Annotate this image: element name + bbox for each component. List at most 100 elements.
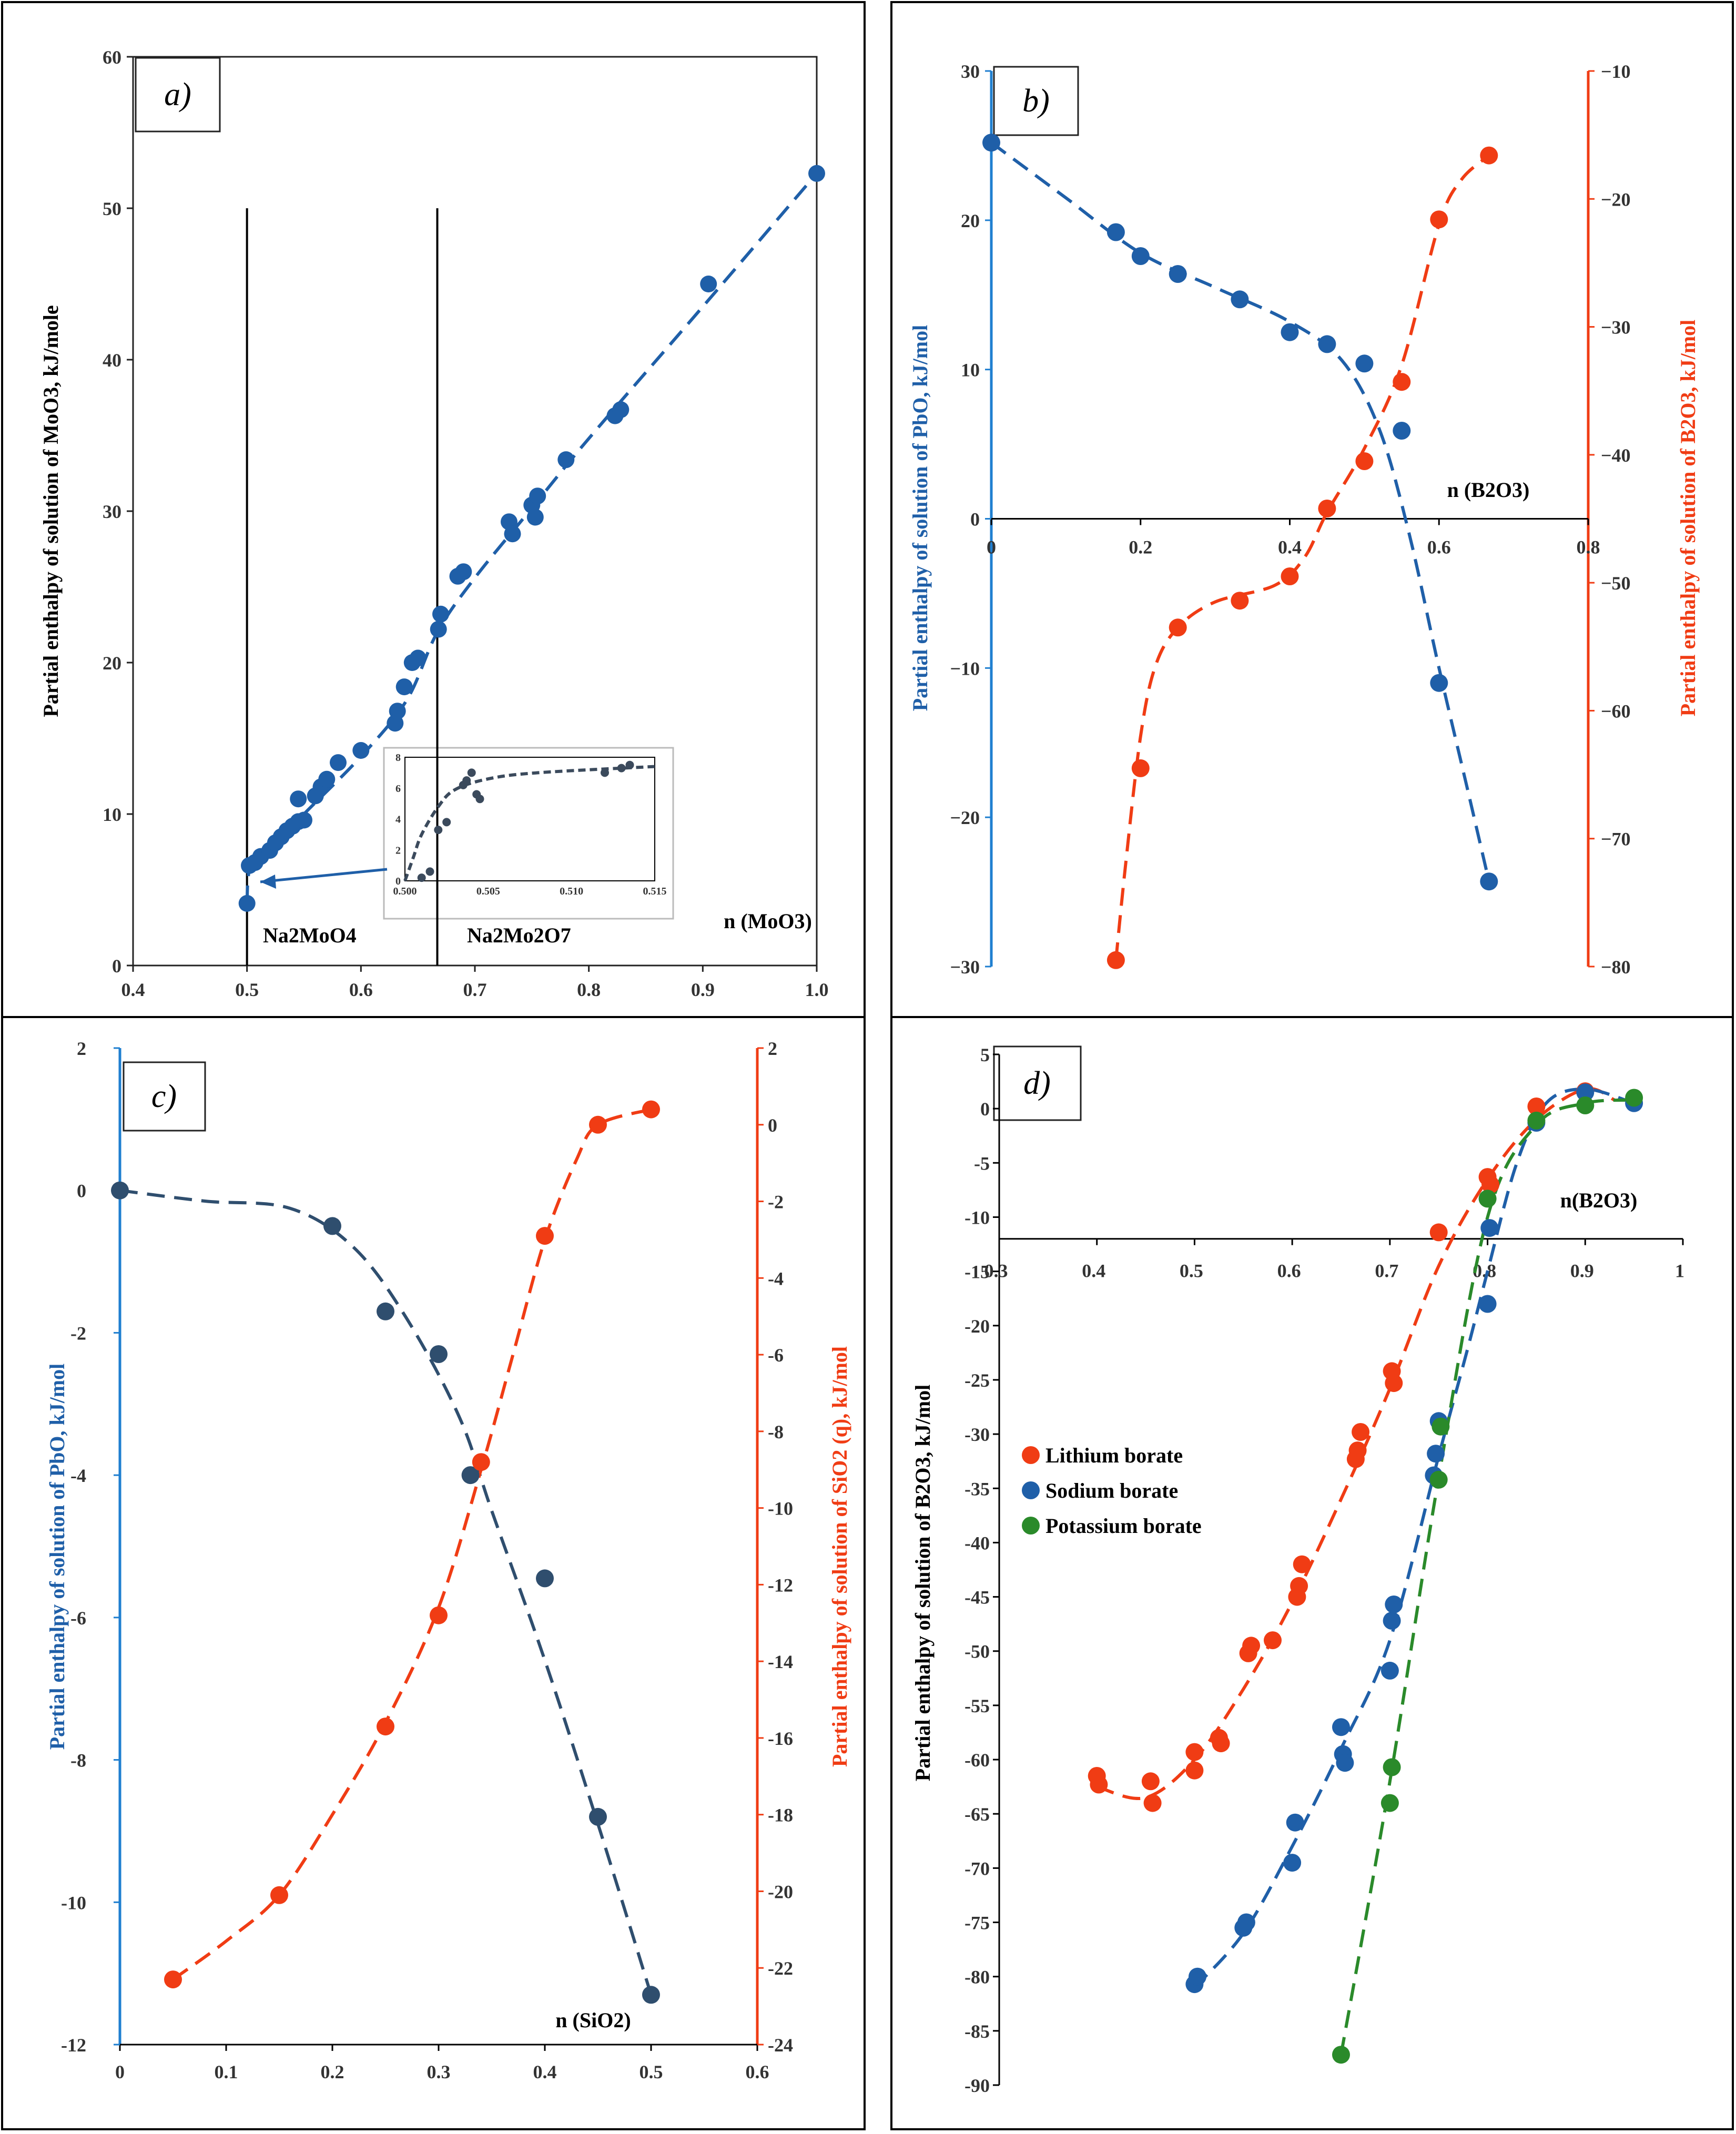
data-point-pbo: [1106, 223, 1125, 241]
panel-c-frame: [1, 1016, 866, 2130]
x-tick-label: 0.8: [1577, 537, 1600, 558]
data-point-pbo: [1169, 265, 1187, 283]
inset-data-point: [417, 873, 426, 882]
panel-c-ylabel2: Partial enthalpy of solution of SiO2 (q)…: [828, 1346, 851, 1767]
y2-tick-label: −80: [1601, 957, 1631, 978]
data-point-pbo: [589, 1807, 607, 1826]
x-tick-label: 0.4: [1278, 537, 1302, 558]
y-tick-label: 30: [961, 61, 980, 82]
legend-label-sodium: Sodium borate: [1045, 1479, 1178, 1502]
inset-data-point: [467, 768, 476, 777]
x-tick-label: 0.5: [1180, 1261, 1203, 1282]
y-tick-label: -55: [965, 1695, 990, 1716]
y-tick-label: 20: [961, 210, 980, 231]
y2-tick-label: -8: [768, 1421, 784, 1442]
y-tick-label: -50: [965, 1641, 990, 1662]
y2-tick-label: -4: [768, 1268, 784, 1289]
data-point-sodium: [1385, 1596, 1403, 1613]
data-point-b2o3: [1231, 592, 1249, 610]
data-point: [529, 487, 546, 505]
data-point-lithium: [1429, 1223, 1448, 1242]
data-point: [526, 509, 544, 526]
data-point-lithium: [1385, 1374, 1403, 1393]
data-point-b2o3: [1281, 567, 1299, 585]
x-tick-label: 0.4: [1082, 1261, 1105, 1282]
panel-c-title: c): [151, 1079, 177, 1114]
inset-frame: [383, 747, 674, 920]
y-tick-label: -6: [70, 1608, 86, 1629]
data-point-lithium: [1290, 1577, 1308, 1595]
legend-marker-potassium: [1022, 1517, 1040, 1535]
y-tick-label: 10: [961, 360, 980, 381]
y2-tick-label: -16: [768, 1728, 793, 1749]
y-tick-label: 0: [980, 1099, 990, 1120]
y2-tick-label: −20: [1601, 189, 1631, 210]
data-point-sodium: [1380, 1661, 1399, 1680]
y-tick-label: -10: [61, 1892, 86, 1913]
panel-a-title-box: [135, 57, 221, 133]
y-tick-label: -90: [965, 2075, 990, 2096]
data-point-potassium: [1625, 1089, 1643, 1107]
data-point-b2o3: [1430, 210, 1448, 229]
x-tick-label: 0.6: [1277, 1261, 1301, 1282]
data-point-pbo: [323, 1217, 341, 1235]
inset-data-point: [625, 760, 634, 769]
panel-d-ylabel: Partial enthalpy of solution of B2O3, kJ…: [911, 1385, 935, 1782]
y2-tick-label: -10: [768, 1498, 793, 1519]
y2-tick-label: -14: [768, 1651, 793, 1672]
y-tick-label: -25: [965, 1370, 990, 1391]
data-point-sio2: [270, 1886, 288, 1904]
panel-b-title-box: [993, 66, 1079, 136]
data-point-sodium: [1383, 1612, 1401, 1630]
data-point: [504, 525, 521, 543]
data-point-lithium: [1481, 1175, 1500, 1194]
y-tick-label: -5: [974, 1153, 990, 1174]
x-tick-label: 0.5: [639, 2061, 663, 2082]
data-point-pbo: [1355, 354, 1374, 373]
data-point: [238, 895, 256, 912]
y2-tick-label: −10: [1601, 61, 1631, 82]
panel-b-frame: [890, 1, 1734, 1018]
panel-a-title: a): [164, 77, 191, 113]
data-point-sodium: [1189, 1967, 1206, 1986]
data-point-b2o3: [1355, 452, 1374, 470]
inset-y-tick-label: 0: [395, 876, 401, 887]
x-tick-label: 0.2: [1129, 537, 1152, 558]
panel-a-ylabel: Partial enthalpy of solution of MoO3, kJ…: [39, 305, 63, 717]
data-point-potassium: [1576, 1096, 1595, 1114]
y2-tick-label: 2: [768, 1038, 777, 1059]
data-point-sodium: [1286, 1813, 1304, 1832]
data-point-sodium: [1237, 1913, 1255, 1932]
panel-d-xlabel: n(B2O3): [1560, 1188, 1638, 1212]
x-tick-label: 0.4: [121, 979, 145, 1000]
data-point-sodium: [1576, 1083, 1595, 1102]
y2-tick-label: -2: [768, 1192, 784, 1213]
data-point-pbo: [377, 1302, 394, 1320]
inset-y-tick-label: 8: [395, 752, 401, 764]
panel-d-title: d): [1023, 1065, 1051, 1101]
data-point-b2o3: [1131, 759, 1150, 777]
inset-data-point: [425, 867, 434, 876]
data-point-pbo: [982, 134, 1000, 152]
data-point-sio2: [430, 1606, 448, 1624]
y2-tick-label: -24: [768, 2035, 793, 2056]
data-point: [557, 451, 575, 469]
x-tick-label: 0.7: [1375, 1261, 1398, 1282]
inset-data-point: [472, 790, 481, 799]
data-point-potassium: [1380, 1794, 1399, 1812]
data-point-pbo: [111, 1181, 129, 1200]
panel-a-xlabel: n (MoO3): [724, 909, 812, 933]
y-tick-label: -80: [965, 1967, 990, 1988]
y-tick-label: 0: [970, 509, 980, 530]
x-tick-label: 0.5: [235, 979, 259, 1000]
y2-tick-label: -22: [768, 1958, 793, 1979]
data-point-potassium: [1432, 1417, 1450, 1436]
data-point: [290, 790, 307, 808]
inset-data-point: [434, 826, 443, 835]
data-point-lithium: [1527, 1098, 1546, 1115]
y-tick-label: −20: [950, 807, 980, 828]
y-tick-label: -40: [965, 1532, 990, 1553]
y-tick-label: 60: [103, 47, 121, 68]
data-point-pbo: [430, 1345, 448, 1363]
